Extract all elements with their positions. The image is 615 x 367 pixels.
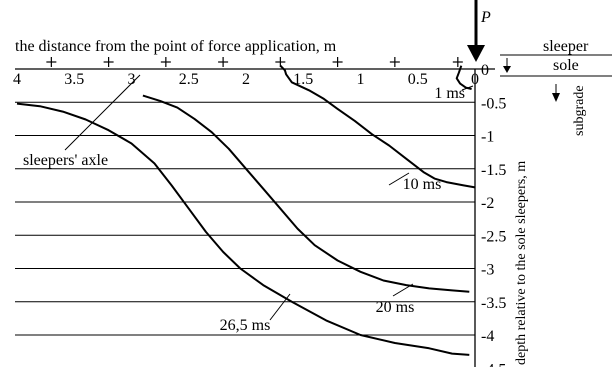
series-label: 10 ms	[403, 176, 442, 193]
label-layer: 1 ms 10 ms 20 ms 26,5 ms	[220, 85, 474, 334]
sleepers-axle-pointer	[64, 74, 141, 151]
series-leader-line	[461, 85, 474, 91]
series-line	[142, 94, 470, 293]
x-tick-label: 1	[357, 71, 365, 88]
x-tick-label: 1.5	[293, 71, 313, 88]
sleepers-axle-label: sleepers' axle	[23, 152, 108, 169]
sleeper-marker	[46, 57, 57, 67]
sole-label: sole	[553, 57, 579, 74]
y-tick-label: -1.5	[481, 162, 506, 179]
sleeper-marker	[275, 57, 286, 67]
sleeper-marker	[389, 57, 400, 67]
y-tick-label: -3.5	[481, 295, 506, 312]
axis-layer	[15, 68, 495, 367]
y-tick-label: -4	[481, 328, 494, 345]
sleeper-label: sleeper	[543, 38, 589, 55]
x-tick-label: 3.5	[64, 71, 84, 88]
sleeper-layer	[46, 57, 463, 67]
y-tick-label: -2	[481, 195, 494, 212]
y-tick-label: -0.5	[481, 95, 506, 112]
y-tick-label: -1	[481, 129, 494, 146]
x-tick-label: 2.5	[179, 71, 199, 88]
series-line	[279, 65, 476, 189]
sleeper-marker	[160, 57, 171, 67]
force-arrow-icon	[467, 0, 485, 62]
subgrade-label: subgrade	[572, 85, 587, 136]
subgrade-arrow-icon	[552, 84, 560, 102]
y-tick-label: -2.5	[481, 228, 506, 245]
sleeper-marker	[218, 57, 229, 67]
x-tick-label: 0.5	[408, 71, 428, 88]
series-leader-line	[388, 172, 410, 186]
x-axis-title: the distance from the point of force app…	[15, 38, 337, 55]
series-leader-line	[269, 293, 291, 321]
y-axis-title: depth relative to the sole sleepers, m	[514, 161, 529, 365]
sleeper-marker	[332, 57, 343, 67]
series-leader-line	[392, 283, 414, 297]
y-tick-label: -3	[481, 262, 494, 279]
series-label: 1 ms	[434, 85, 465, 102]
x-tick-label: 0	[471, 71, 479, 88]
y-tick-label: 0	[481, 62, 489, 79]
sleeper-marker	[103, 57, 114, 67]
tick-layer: 4 3.5 3 2.5 2 1.5 1 0.5 00-0.5-1-1.5-2-2.5-3-3.5…	[13, 62, 506, 367]
series-label: 20 ms	[376, 299, 415, 316]
force-label: P	[480, 9, 491, 26]
sleeper-marker	[452, 57, 463, 67]
x-tick-label: 4	[13, 71, 21, 88]
x-tick-label: 2	[242, 71, 250, 88]
x-tick-label: 3	[128, 71, 136, 88]
sole-arrow-icon	[503, 58, 511, 73]
y-tick-label: -4.5	[481, 361, 506, 367]
series-line	[16, 102, 470, 356]
series-label: 26,5 ms	[220, 317, 271, 334]
